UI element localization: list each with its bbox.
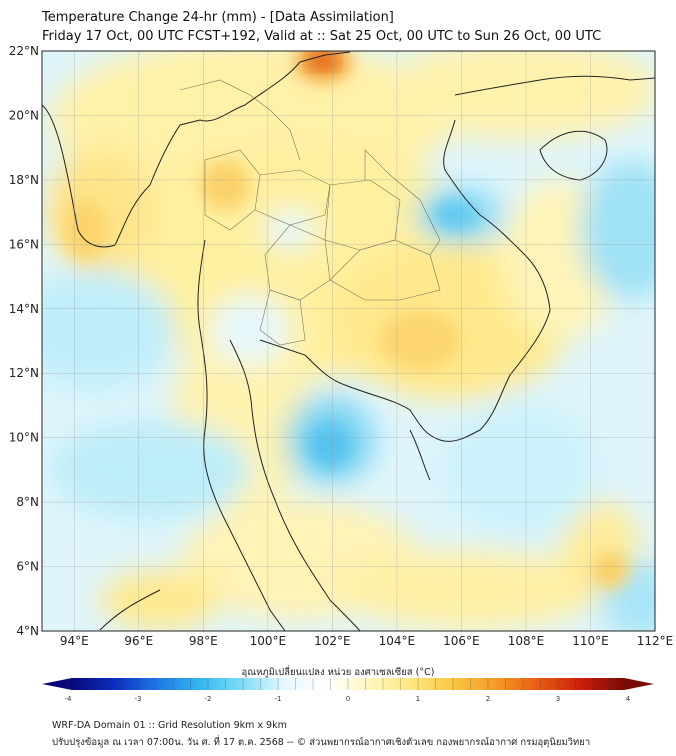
colorbar-title: อุณหภูมิเปลี่ยนแปลง หน่วย องศาเซลเซียส (…: [241, 667, 435, 678]
map-frame: [41, 50, 656, 632]
colorbar-tick-label: -4: [65, 695, 73, 703]
latitude-tick-label: 4°N: [16, 624, 39, 638]
latitude-tick-label: 20°N: [9, 108, 39, 122]
colorbar-tick-label: 3: [556, 695, 560, 703]
latitude-tick-label: 14°N: [9, 302, 39, 316]
coastlines: [42, 51, 655, 631]
latitude-labels: 22°N 20°N 18°N 16°N 14°N 12°N 10°N 8°N 6°N 4°N: [9, 44, 39, 638]
latitude-tick-label: 16°N: [9, 237, 39, 251]
longitude-tick-label: 110°E: [572, 634, 609, 648]
colorbar: -4 -3 -2 -1 0 1 2 3 4: [42, 678, 654, 703]
longitude-labels: 94°E 96°E 98°E 100°E 102°E 104°E 106°E 108°E 110…: [60, 634, 673, 648]
admin-borders: [179, 79, 441, 346]
footer-model-info: WRF-DA Domain 01 :: Grid Resolution 9km …: [52, 720, 287, 731]
colorbar-tick-label: 1: [416, 695, 420, 703]
colorbar-tick-label: 0: [346, 695, 350, 703]
colorbar-tick-label: 2: [486, 695, 490, 703]
latitude-tick-label: 12°N: [9, 366, 39, 380]
longitude-tick-label: 96°E: [124, 634, 153, 648]
longitude-tick-label: 102°E: [314, 634, 351, 648]
map-title: Temperature Change 24-hr (mm) - [Data As…: [42, 10, 394, 25]
map-gridlines: [42, 51, 655, 631]
longitude-tick-label: 108°E: [508, 634, 545, 648]
latitude-tick-label: 18°N: [9, 173, 39, 187]
colorbar-tick-label: -1: [275, 695, 282, 703]
map-subtitle: Friday 17 Oct, 00 UTC FCST+192, Valid at…: [42, 29, 602, 44]
longitude-tick-label: 112°E: [637, 634, 674, 648]
temperature-field: [42, 51, 655, 631]
latitude-tick-label: 8°N: [16, 495, 39, 509]
colorbar-tick-label: -3: [135, 695, 142, 703]
colorbar-ticks: -4 -3 -2 -1 0 1 2 3 4: [65, 678, 631, 703]
longitude-tick-label: 104°E: [379, 634, 416, 648]
colorbar-tick-label: 4: [626, 695, 631, 703]
longitude-tick-label: 100°E: [250, 634, 287, 648]
longitude-tick-label: 98°E: [189, 634, 218, 648]
footer-credit: ปรับปรุงข้อมูล ณ เวลา 07:00น. วัน ศ. ที่…: [52, 737, 591, 748]
latitude-tick-label: 6°N: [16, 560, 39, 574]
longitude-tick-label: 106°E: [443, 634, 480, 648]
colorbar-min-arrow: [42, 678, 72, 690]
colorbar-tick-label: -2: [205, 695, 212, 703]
colorbar-max-arrow: [624, 678, 654, 690]
longitude-tick-label: 94°E: [60, 634, 89, 648]
latitude-tick-label: 22°N: [9, 44, 39, 58]
latitude-tick-label: 10°N: [9, 431, 39, 445]
